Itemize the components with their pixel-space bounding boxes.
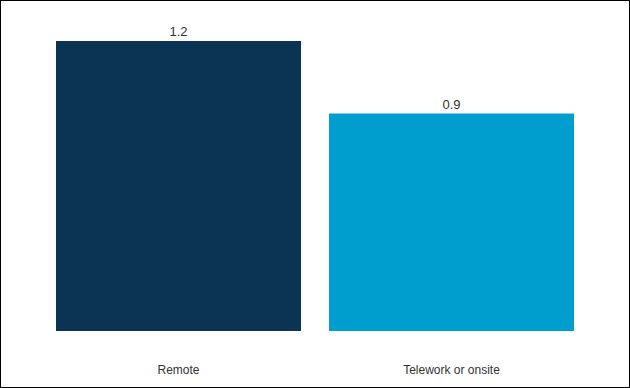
- svg-text:Telework or onsite: Telework or onsite: [403, 363, 500, 377]
- svg-text:1.2: 1.2: [169, 24, 187, 39]
- svg-text:0.9: 0.9: [442, 97, 460, 112]
- svg-text:Remote: Remote: [157, 363, 199, 377]
